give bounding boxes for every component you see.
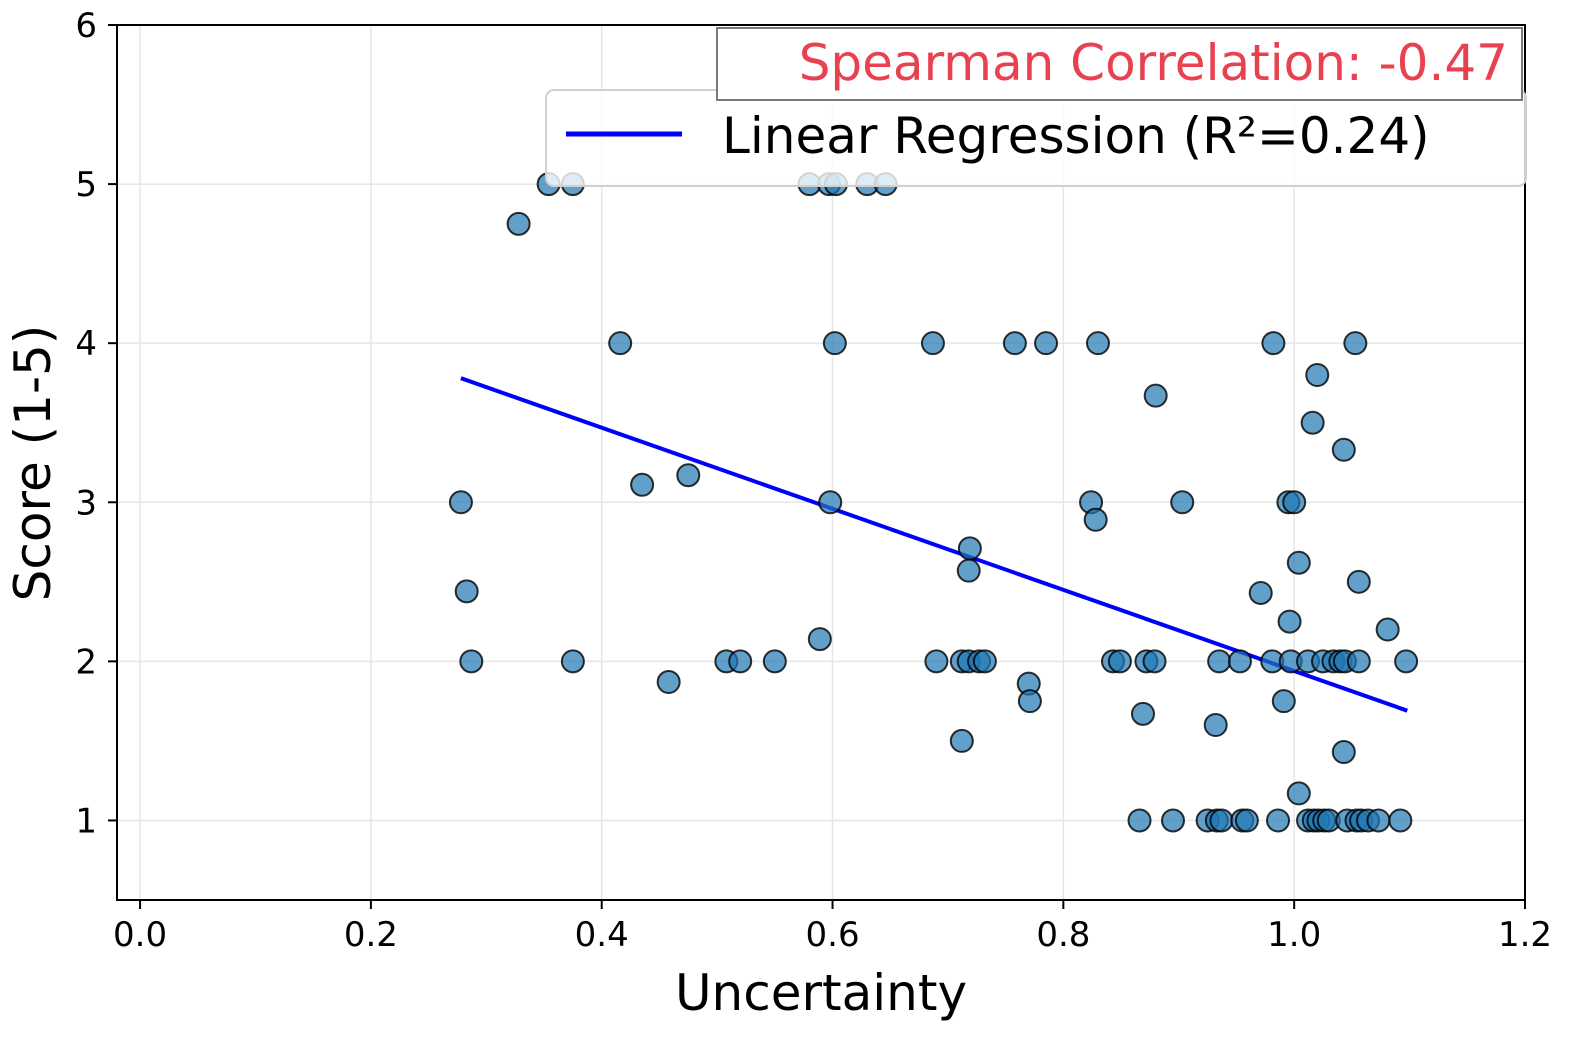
data-point (956, 558, 981, 583)
data-point (1346, 649, 1371, 674)
data-point (728, 649, 753, 674)
data-point (1305, 363, 1330, 387)
data-point (957, 536, 982, 561)
data-point (1142, 649, 1167, 674)
annotation-box (716, 27, 1523, 101)
x-axis-label: Uncertainty (675, 964, 967, 1022)
data-point (676, 463, 701, 488)
data-point (608, 331, 633, 356)
data-point (1002, 331, 1027, 356)
y-tick-label: 5 (75, 165, 97, 205)
data-point (1130, 701, 1155, 726)
y-axis-label: Score (1-5) (4, 325, 62, 602)
plot-frame (116, 24, 1526, 901)
y-tick-label: 6 (75, 6, 97, 46)
y-tick-label: 2 (75, 642, 97, 682)
data-point (1271, 689, 1296, 714)
data-point (1366, 808, 1391, 833)
data-point (1375, 617, 1400, 642)
data-point (1331, 437, 1356, 462)
data-point (1207, 649, 1232, 674)
data-point (1286, 550, 1311, 575)
data-point (459, 649, 484, 674)
axis-ticks: 0.0 0.2 0.4 0.6 0.8 1.0 1.2 1 2 3 4 5 6 (75, 6, 1552, 955)
x-tick-label: 0.4 (575, 915, 629, 955)
data-point (1161, 808, 1185, 833)
data-point (1286, 781, 1311, 806)
y-tick-label: 1 (75, 801, 97, 841)
data-point (1282, 490, 1307, 515)
data-point (1143, 383, 1168, 408)
data-point (1107, 649, 1132, 674)
x-tick-label: 0.2 (344, 915, 398, 955)
data-point (822, 331, 847, 356)
y-tick-label: 3 (75, 483, 97, 523)
data-point (972, 649, 997, 674)
data-point (1388, 808, 1413, 833)
data-point (506, 211, 531, 236)
data-point (762, 649, 787, 674)
data-point (1234, 808, 1259, 833)
data-point (920, 331, 945, 356)
data-point (1300, 410, 1325, 435)
data-point (1346, 569, 1371, 594)
data-point (1017, 689, 1042, 714)
data-point (1277, 609, 1302, 634)
data-point (1261, 331, 1286, 356)
data-point (807, 627, 832, 652)
data-point (1203, 713, 1228, 737)
data-point (630, 472, 655, 497)
data-point (1085, 331, 1110, 356)
points-layer (448, 172, 1419, 833)
data-point (1170, 490, 1195, 515)
x-tick-label: 0.0 (113, 915, 167, 955)
data-point (448, 490, 473, 515)
y-tick-label: 4 (75, 324, 97, 364)
data-point (560, 649, 585, 674)
data-point (1343, 331, 1368, 356)
data-point (1227, 649, 1252, 674)
data-point (656, 670, 681, 695)
spearman-annotation: Spearman Correlation: -0.47 (799, 34, 1508, 92)
x-tick-label: 1.0 (1267, 915, 1321, 955)
data-point (1209, 808, 1234, 833)
x-tick-label: 0.6 (806, 915, 860, 955)
legend-entry-label: Linear Regression (R²=0.24) (722, 107, 1430, 165)
data-point (1266, 808, 1291, 833)
data-point (1248, 580, 1273, 605)
data-point (818, 490, 843, 515)
data-point (1034, 331, 1059, 356)
x-tick-label: 1.2 (1498, 915, 1552, 955)
x-tick-label: 0.8 (1036, 915, 1090, 955)
data-point (949, 728, 974, 753)
data-point (1331, 740, 1356, 765)
data-point (454, 579, 479, 604)
data-point (1083, 507, 1108, 532)
data-point (1394, 649, 1419, 674)
data-point (1127, 808, 1152, 833)
data-point (924, 649, 949, 674)
